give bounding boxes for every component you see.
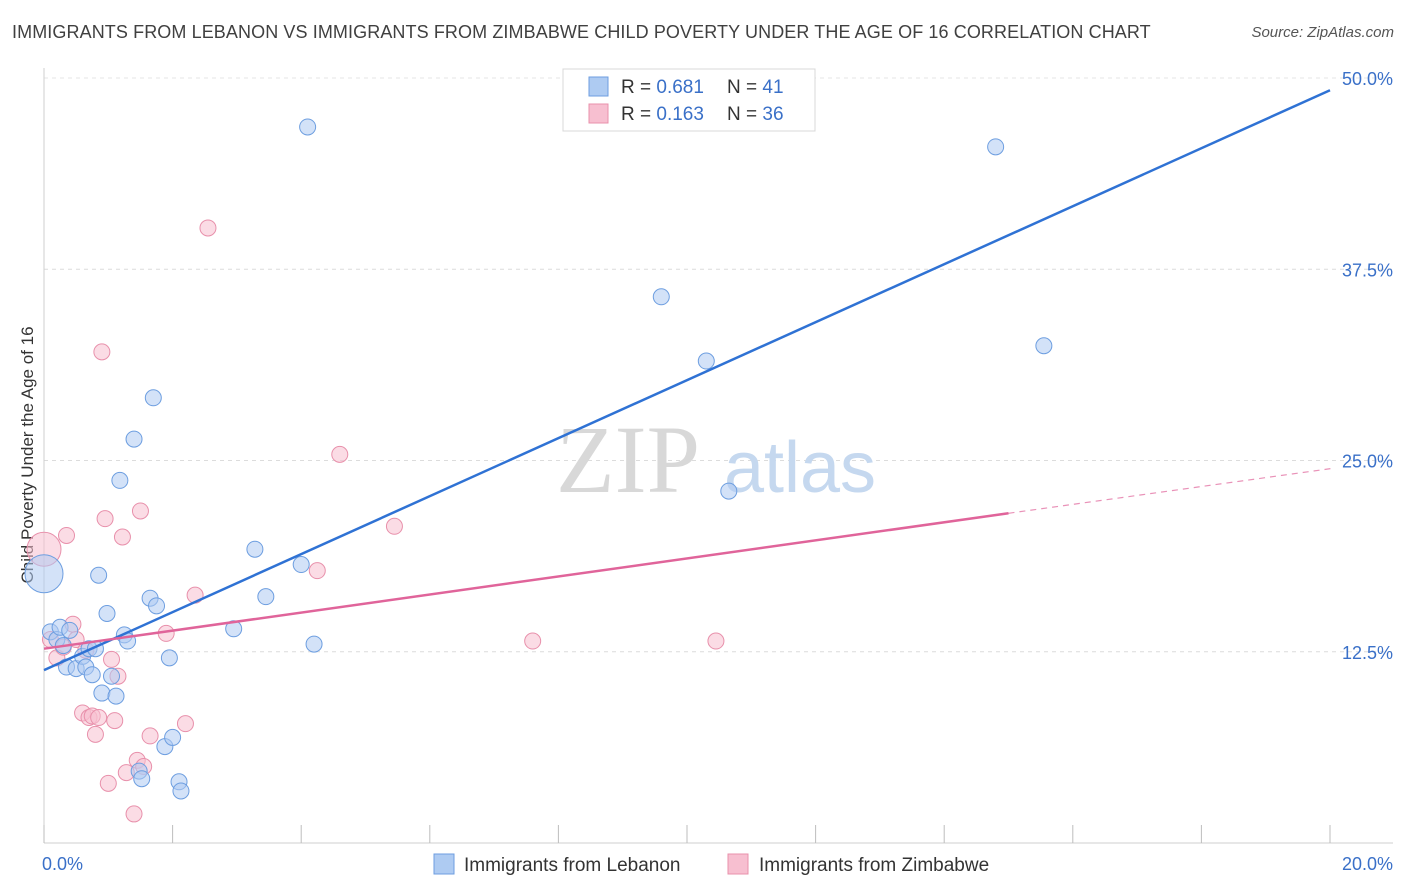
svg-text:N = 36: N = 36 [727,104,784,125]
x-tick-label: 20.0% [1342,854,1393,874]
tick-labels: 12.5% 25.0% 37.5% 50.0% 0.0% 20.0% [42,69,1393,874]
lebanon-point [61,621,79,639]
zimbabwe-trend-extension [1008,467,1335,514]
lebanon-point [257,588,275,606]
lebanon-point [107,687,125,705]
lebanon-point [111,471,129,489]
zimbabwe-point [131,502,149,520]
lebanon-point [292,556,310,574]
lebanon-point [987,138,1005,156]
top-legend: R = 0.681 N = 41 R = 0.163 N = 36 [562,68,816,132]
lebanon-point [24,554,64,594]
zimbabwe-trend-line [43,512,1009,650]
svg-text:R = 0.681: R = 0.681 [621,77,704,98]
zimbabwe-point [308,562,326,580]
zimbabwe-point [99,774,117,792]
svg-text:R = 0.163: R = 0.163 [621,104,704,125]
lebanon-point [305,635,323,653]
bottom-legend-zimbabwe-swatch [727,853,749,875]
zimbabwe-point [176,715,194,733]
zimbabwe-point [199,219,217,237]
watermark-atlas: atlas [724,428,876,508]
lebanon-point [164,728,182,746]
zimbabwe-point [103,650,121,668]
bottom-legend: Immigrants from Lebanon Immigrants from … [433,853,989,876]
lebanon-point [720,482,738,500]
svg-text:N = 41: N = 41 [727,77,784,98]
y-tick-label: 37.5% [1342,260,1393,280]
lebanon-point [1035,337,1053,355]
lebanon-point [144,389,162,407]
zimbabwe-point [113,528,131,546]
bottom-legend-lebanon-swatch [433,853,455,875]
zimbabwe-point [125,805,143,823]
lebanon-point [246,540,264,558]
zimbabwe-point [96,510,114,528]
bottom-legend-zimbabwe-label: Immigrants from Zimbabwe [759,855,989,876]
lebanon-point [652,288,670,306]
x-tick-label: 0.0% [42,854,83,874]
lebanon-point [125,430,143,448]
watermark-zip: ZIP [556,406,700,513]
lebanon-trend-line [43,89,1331,672]
source-label: Source: ZipAtlas.com [1251,24,1394,41]
y-tick-label: 50.0% [1342,69,1393,89]
legend-zimbabwe-swatch [588,103,609,124]
lebanon-point [148,597,166,615]
lebanon-point [172,782,190,800]
zimbabwe-point [58,526,76,544]
zimbabwe-point [524,632,542,650]
legend-lebanon-swatch [588,76,609,97]
lebanon-point [133,770,151,788]
zimbabwe-point [385,517,403,535]
bottom-legend-lebanon-label: Immigrants from Lebanon [464,855,681,876]
zimbabwe-point [86,725,104,743]
y-tick-label: 25.0% [1342,452,1393,472]
axes [43,68,1393,844]
lebanon-point [83,666,101,684]
zimbabwe-point [141,727,159,745]
trend-lines [43,89,1335,672]
y-tick-label: 12.5% [1342,643,1393,663]
lebanon-point [93,684,111,702]
lebanon-points [24,118,1053,800]
lebanon-point [103,667,121,685]
lebanon-point [98,605,116,622]
watermark: ZIP atlas [556,406,876,513]
zimbabwe-point [90,709,108,727]
zimbabwe-point [106,712,124,730]
lebanon-point [299,118,317,136]
chart-title: IMMIGRANTS FROM LEBANON VS IMMIGRANTS FR… [12,22,1151,42]
zimbabwe-point [331,445,349,463]
lebanon-point [697,352,715,370]
lebanon-point [90,566,108,584]
lebanon-point [160,649,178,667]
zimbabwe-point [93,343,111,361]
zimbabwe-point [707,632,725,650]
